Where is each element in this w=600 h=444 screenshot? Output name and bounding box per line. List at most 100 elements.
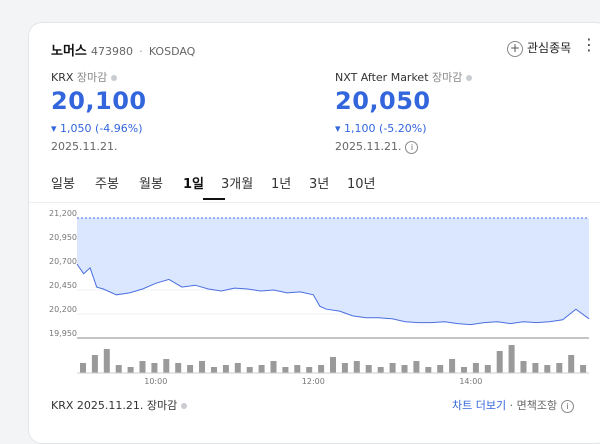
nxt-change-value: 1,100 bbox=[344, 122, 376, 135]
volume-bar bbox=[353, 361, 360, 373]
volume-bar bbox=[187, 365, 194, 373]
volume-bar bbox=[330, 357, 336, 373]
status-dot-icon bbox=[466, 75, 473, 81]
tab-monthly[interactable]: 월봉 bbox=[139, 177, 163, 192]
volume-bar bbox=[556, 363, 563, 373]
volume-bar bbox=[425, 367, 432, 373]
volume-bar bbox=[496, 351, 503, 373]
x-tick-label: 12:00 bbox=[302, 377, 325, 386]
nxt-date-text: 2025.11.21. bbox=[335, 140, 402, 153]
volume-bar bbox=[318, 365, 325, 373]
krx-change-value: 1,050 bbox=[60, 122, 92, 135]
stock-name[interactable]: 노머스 bbox=[51, 44, 87, 59]
footer-date: 2025.11.21. bbox=[76, 399, 144, 412]
tab-1day[interactable]: 1일 bbox=[183, 177, 205, 192]
nxt-market-label: NXT After Market 장마감 bbox=[335, 69, 473, 85]
volume-bar bbox=[413, 361, 420, 373]
y-tick-label: 21,200 bbox=[49, 209, 77, 218]
price-chart[interactable]: 21,200 20,950 20,700 20,450 20,200 19,950 10:0… bbox=[29, 208, 600, 388]
footer-market: KRX bbox=[51, 399, 74, 412]
price-chart-svg: 21,200 20,950 20,700 20,450 20,200 19,950 10:0… bbox=[49, 209, 590, 386]
stock-card: 노머스 473980 · KOSDAQ + 관심종목 ⋮ KRX 장마감 20,1… bbox=[28, 22, 600, 444]
volume-bar bbox=[365, 365, 372, 373]
area-fill bbox=[77, 218, 589, 325]
volume-bar bbox=[163, 359, 170, 373]
krx-status: 장마감 bbox=[76, 71, 108, 84]
volume-bar bbox=[270, 361, 277, 373]
volume-bar bbox=[199, 361, 205, 373]
info-icon[interactable]: i bbox=[561, 399, 575, 413]
volume-bar bbox=[377, 367, 384, 373]
x-tick-label: 10:00 bbox=[144, 377, 167, 386]
price-line bbox=[76, 263, 590, 326]
volume-bar bbox=[151, 363, 158, 373]
volume-bar bbox=[103, 349, 110, 373]
footer-status: 장마감 bbox=[146, 399, 178, 412]
volume-bar bbox=[544, 365, 551, 373]
volume-bar bbox=[508, 345, 515, 373]
disclaimer-link[interactable]: 면책조항 bbox=[516, 399, 558, 412]
down-arrow-icon: ▾ bbox=[51, 122, 57, 135]
y-tick-label: 20,450 bbox=[49, 281, 77, 290]
krx-price: 20,100 bbox=[51, 87, 147, 115]
status-dot-icon bbox=[111, 75, 118, 81]
volume-bar bbox=[520, 361, 527, 373]
chart-footer-info: KRX 2025.11.21. 장마감 bbox=[51, 397, 188, 413]
volume-bar bbox=[234, 363, 241, 373]
volume-bar bbox=[115, 365, 122, 373]
nxt-date: 2025.11.21. i bbox=[335, 140, 419, 154]
more-menu-icon[interactable]: ⋮ bbox=[581, 35, 597, 54]
footer-separator: · bbox=[509, 399, 514, 412]
volume-bar bbox=[294, 365, 301, 373]
status-dot-icon bbox=[181, 403, 188, 409]
tab-3months[interactable]: 3개월 bbox=[221, 177, 254, 192]
down-arrow-icon: ▾ bbox=[335, 122, 341, 135]
tab-3years[interactable]: 3년 bbox=[309, 177, 330, 192]
volume-bar bbox=[80, 363, 86, 373]
tab-10years[interactable]: 10년 bbox=[347, 177, 376, 192]
krx-change: ▾ 1,050 (-4.96%) bbox=[51, 122, 143, 135]
krx-change-pct: (-4.96%) bbox=[95, 122, 143, 135]
krx-label: KRX bbox=[51, 71, 74, 84]
more-chart-link[interactable]: 차트 더보기 bbox=[452, 399, 507, 412]
stock-header: 노머스 473980 · KOSDAQ bbox=[51, 40, 195, 59]
watchlist-label: 관심종목 bbox=[527, 41, 572, 55]
volume-bar bbox=[306, 367, 313, 373]
volume-bar bbox=[472, 363, 479, 373]
active-tab-indicator bbox=[203, 198, 225, 200]
nxt-price: 20,050 bbox=[335, 87, 431, 115]
volume-bar bbox=[282, 367, 289, 373]
volume-bar bbox=[437, 365, 444, 373]
info-icon[interactable]: i bbox=[405, 140, 419, 154]
volume-bar bbox=[222, 365, 229, 373]
volume-bar bbox=[139, 361, 146, 373]
chart-footer-links: 차트 더보기 · 면책조항 i bbox=[452, 397, 575, 413]
nxt-status: 장마감 bbox=[432, 71, 463, 84]
tab-1year[interactable]: 1년 bbox=[271, 177, 292, 192]
y-tick-label: 20,950 bbox=[49, 233, 77, 242]
nxt-change: ▾ 1,100 (-5.20%) bbox=[335, 122, 427, 135]
tab-daily[interactable]: 일봉 bbox=[51, 177, 75, 192]
volume-bar bbox=[532, 363, 539, 373]
plus-icon: + bbox=[507, 41, 523, 57]
volume-bar bbox=[91, 355, 98, 373]
volume-bar bbox=[401, 365, 408, 373]
volume-bar bbox=[341, 363, 348, 373]
y-tick-label: 19,950 bbox=[49, 329, 77, 338]
separator-dot: · bbox=[139, 45, 143, 58]
tab-weekly[interactable]: 주봉 bbox=[95, 177, 119, 192]
krx-market-label: KRX 장마감 bbox=[51, 69, 118, 85]
volume-bar bbox=[568, 355, 575, 373]
stock-code: 473980 bbox=[91, 45, 134, 58]
volume-bar bbox=[246, 367, 253, 373]
volume-bar bbox=[449, 359, 456, 373]
volume-bar bbox=[461, 367, 467, 373]
y-tick-label: 20,700 bbox=[49, 257, 77, 266]
volume-bar bbox=[258, 365, 265, 373]
volume-bar bbox=[127, 367, 134, 373]
volume-bar bbox=[484, 365, 491, 373]
y-tick-label: 20,200 bbox=[49, 305, 77, 314]
krx-date: 2025.11.21. bbox=[51, 140, 118, 153]
add-watchlist-button[interactable]: + 관심종목 bbox=[507, 39, 571, 57]
x-tick-label: 14:00 bbox=[459, 377, 482, 386]
